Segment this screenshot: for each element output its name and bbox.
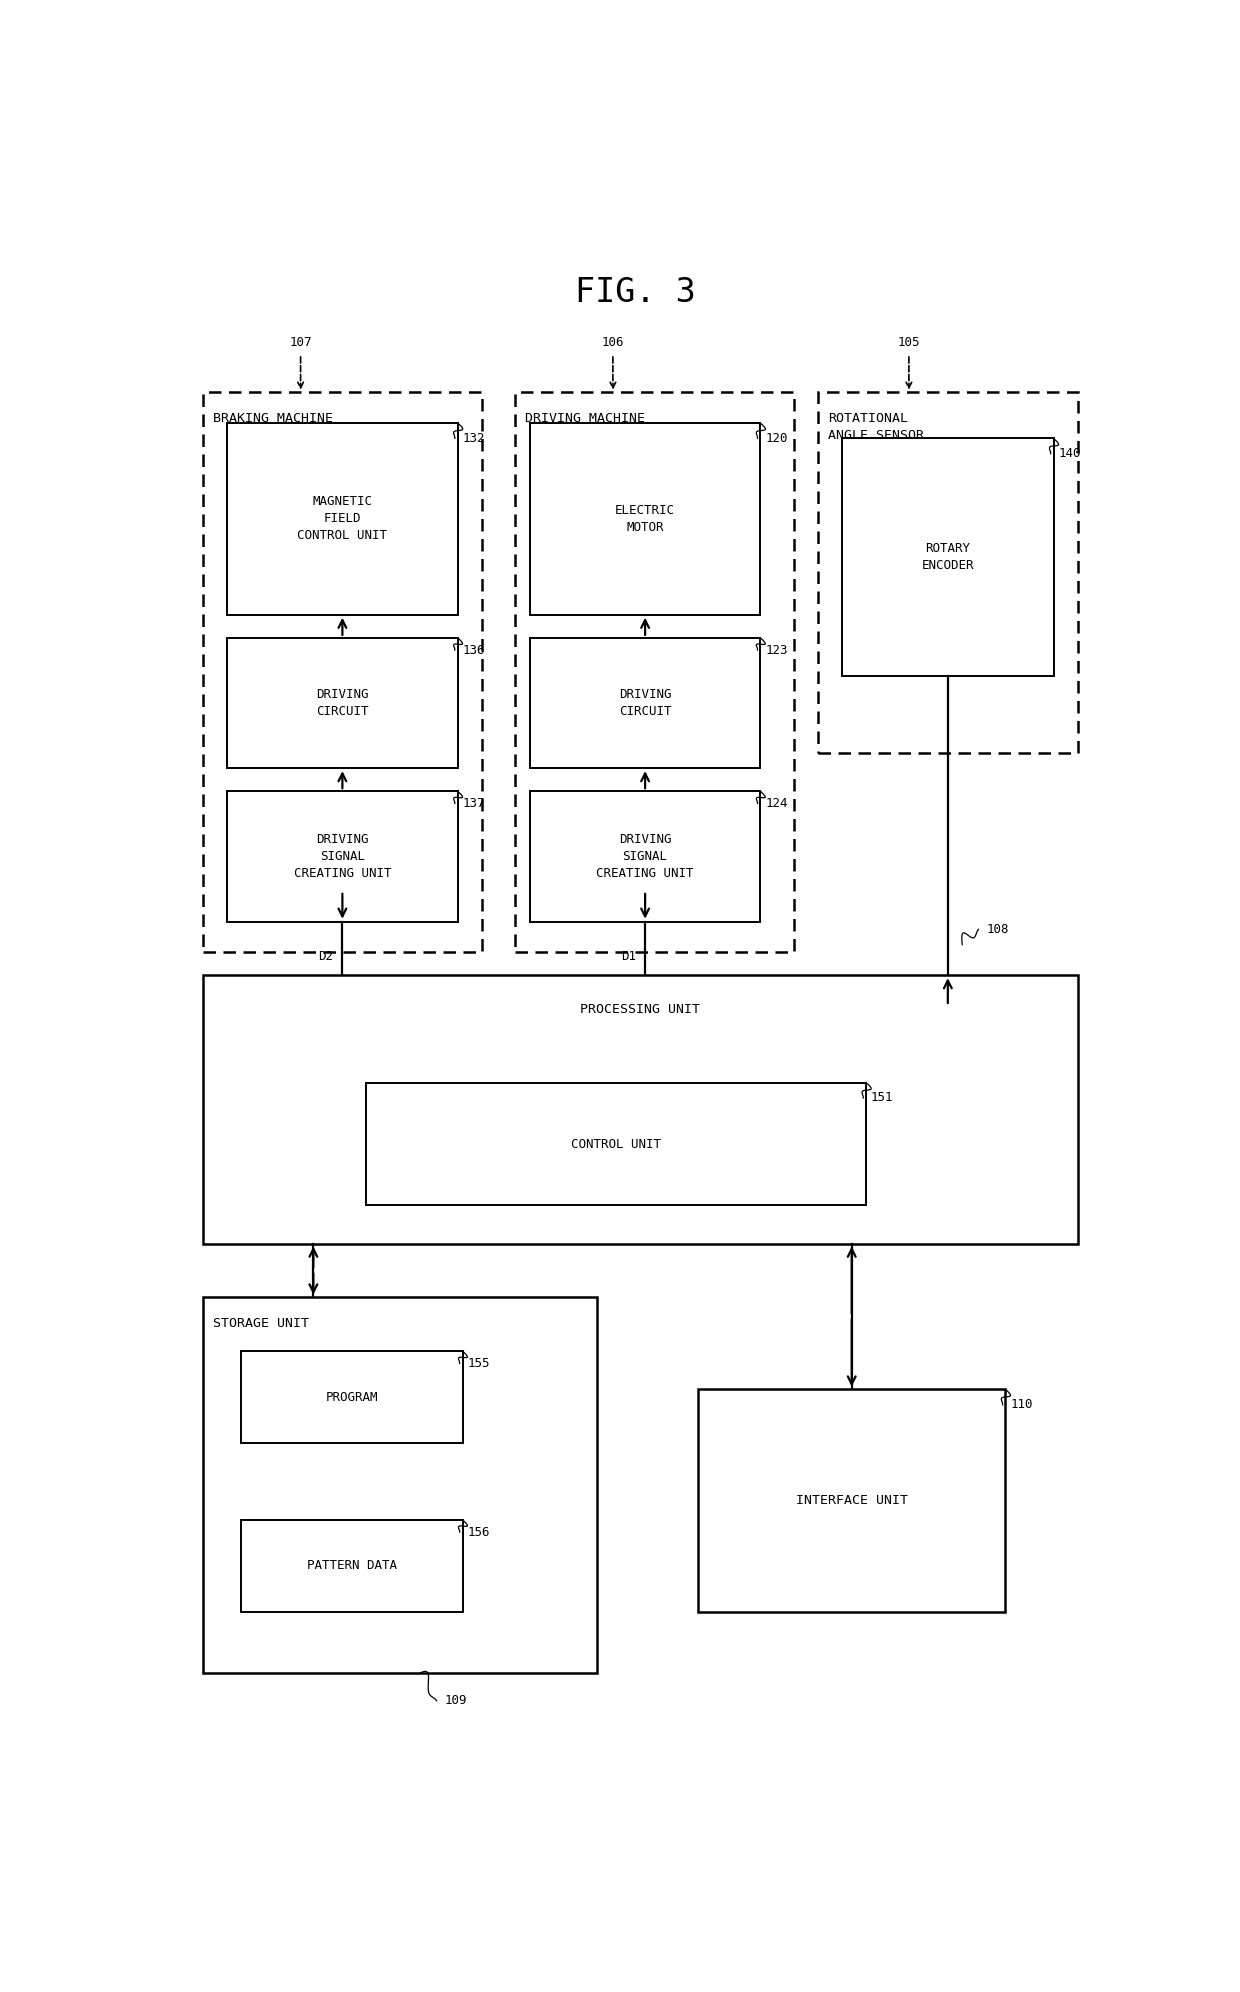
Text: 110: 110 <box>1011 1398 1033 1410</box>
Text: 137: 137 <box>463 797 485 811</box>
FancyBboxPatch shape <box>529 637 760 769</box>
Text: 132: 132 <box>463 432 485 444</box>
Text: D1: D1 <box>621 950 636 962</box>
FancyBboxPatch shape <box>203 976 1078 1243</box>
Text: INTERFACE UNIT: INTERFACE UNIT <box>796 1494 908 1508</box>
FancyBboxPatch shape <box>227 637 458 769</box>
Text: STORAGE UNIT: STORAGE UNIT <box>213 1317 309 1331</box>
Text: ROTARY
ENCODER: ROTARY ENCODER <box>921 542 975 572</box>
Text: 140: 140 <box>1058 448 1081 460</box>
Text: DRIVING
CIRCUIT: DRIVING CIRCUIT <box>316 687 368 717</box>
Text: DRIVING
SIGNAL
CREATING UNIT: DRIVING SIGNAL CREATING UNIT <box>294 833 391 880</box>
Text: 155: 155 <box>467 1357 490 1370</box>
FancyBboxPatch shape <box>203 392 481 952</box>
Text: 105: 105 <box>898 337 920 349</box>
Text: 107: 107 <box>289 337 311 349</box>
Text: 151: 151 <box>870 1092 894 1104</box>
Text: 109: 109 <box>444 1695 466 1707</box>
Text: PATTERN DATA: PATTERN DATA <box>308 1560 397 1572</box>
FancyBboxPatch shape <box>529 791 760 922</box>
Text: 156: 156 <box>467 1526 490 1538</box>
Text: 108: 108 <box>986 922 1009 936</box>
Text: DRIVING
SIGNAL
CREATING UNIT: DRIVING SIGNAL CREATING UNIT <box>596 833 694 880</box>
FancyBboxPatch shape <box>203 1297 596 1673</box>
Text: ROTATIONAL
ANGLE SENSOR: ROTATIONAL ANGLE SENSOR <box>828 412 924 442</box>
Text: 136: 136 <box>463 643 485 657</box>
FancyBboxPatch shape <box>818 392 1078 753</box>
Text: MAGNETIC
FIELD
CONTROL UNIT: MAGNETIC FIELD CONTROL UNIT <box>298 496 387 542</box>
Text: PROCESSING UNIT: PROCESSING UNIT <box>580 1002 701 1016</box>
FancyBboxPatch shape <box>227 422 458 616</box>
Text: PROGRAM: PROGRAM <box>326 1390 378 1404</box>
Text: DRIVING MACHINE: DRIVING MACHINE <box>525 412 645 426</box>
Text: BRAKING MACHINE: BRAKING MACHINE <box>213 412 332 426</box>
FancyBboxPatch shape <box>698 1390 1006 1612</box>
Text: FIG. 3: FIG. 3 <box>575 277 696 309</box>
Text: DRIVING
CIRCUIT: DRIVING CIRCUIT <box>619 687 671 717</box>
FancyBboxPatch shape <box>227 791 458 922</box>
FancyBboxPatch shape <box>242 1351 463 1442</box>
Text: D2: D2 <box>319 950 334 962</box>
Text: 123: 123 <box>765 643 787 657</box>
Text: 106: 106 <box>601 337 624 349</box>
Text: ELECTRIC
MOTOR: ELECTRIC MOTOR <box>615 504 675 534</box>
FancyBboxPatch shape <box>516 392 794 952</box>
Text: 124: 124 <box>765 797 787 811</box>
Text: CONTROL UNIT: CONTROL UNIT <box>572 1137 661 1151</box>
FancyBboxPatch shape <box>529 422 760 616</box>
FancyBboxPatch shape <box>842 438 1054 675</box>
FancyBboxPatch shape <box>367 1084 866 1205</box>
Text: 120: 120 <box>765 432 787 444</box>
FancyBboxPatch shape <box>242 1520 463 1612</box>
